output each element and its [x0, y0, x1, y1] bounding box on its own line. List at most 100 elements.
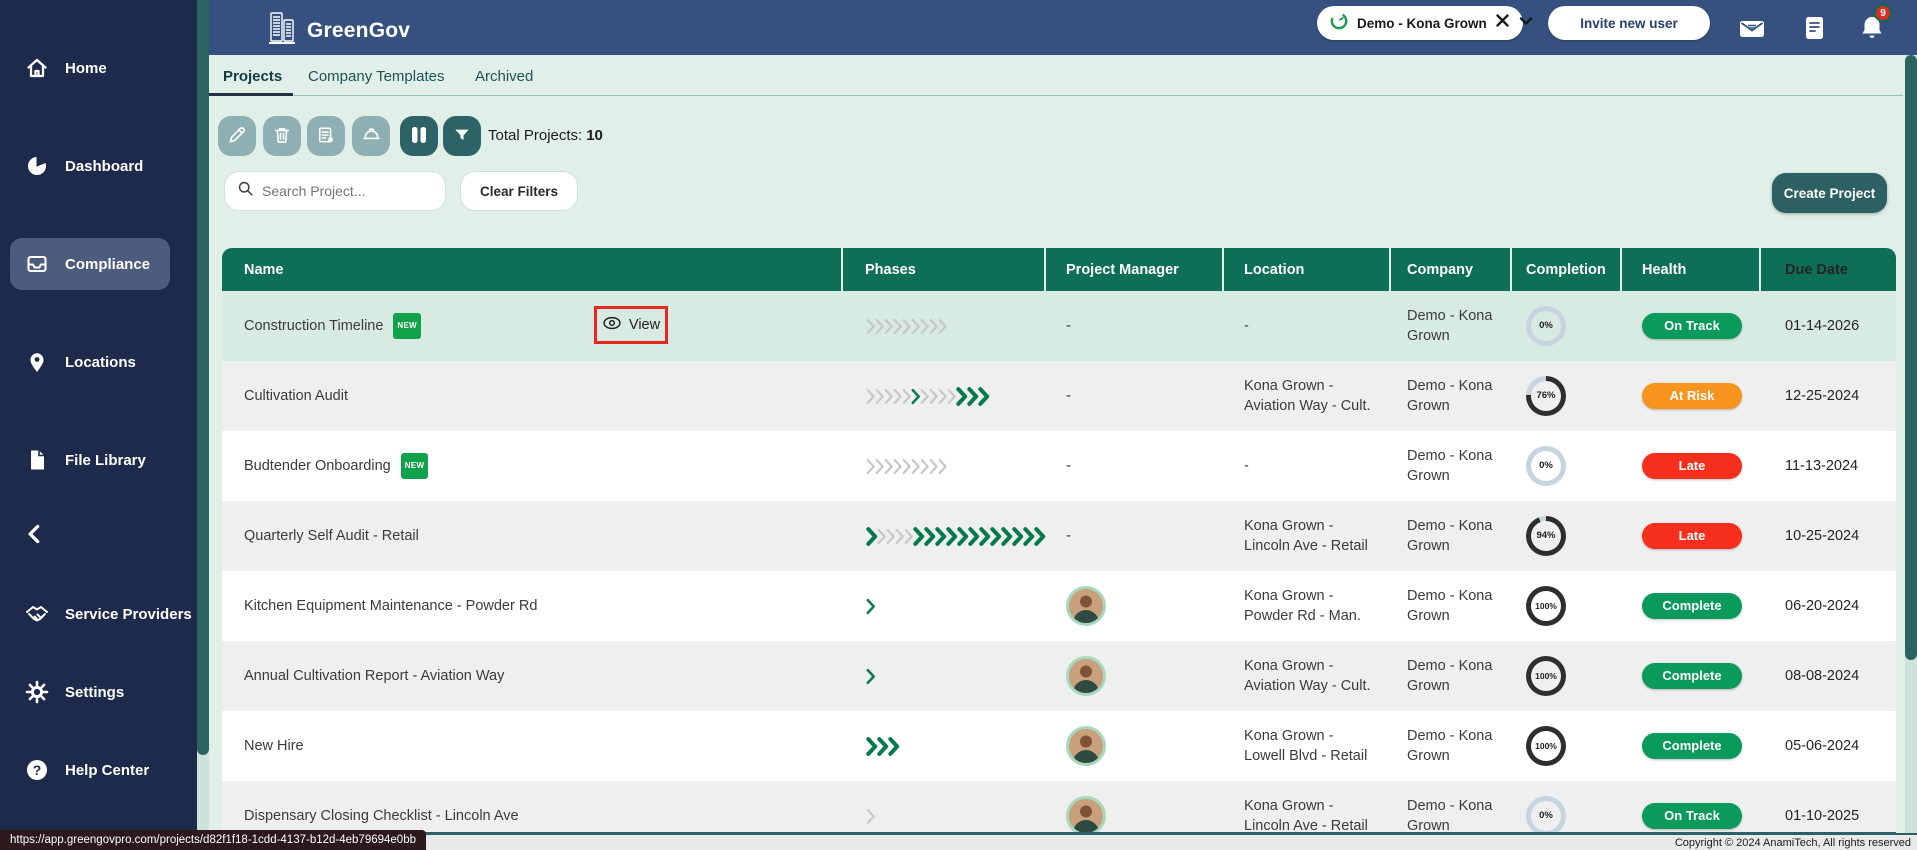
invite-new-user-button[interactable]: Invite new user: [1548, 6, 1710, 40]
location-cell: -: [1244, 318, 1249, 334]
column-header-completion: Completion: [1512, 248, 1622, 291]
notes-icon[interactable]: [1799, 13, 1829, 43]
sidebar-item-label: Home: [65, 59, 107, 77]
manager-avatar: [1066, 586, 1106, 626]
tab-projects[interactable]: Projects: [223, 68, 283, 85]
table-header-row: Name Phases Project Manager Location Company…: [222, 248, 1896, 291]
sidebar-item-label: Help Center: [65, 761, 150, 779]
chevron-down-icon[interactable]: [1518, 13, 1534, 34]
sidebar-item-label: Settings: [65, 683, 125, 701]
gear-icon: [24, 679, 50, 705]
bell-icon[interactable]: 9: [1857, 4, 1892, 43]
project-name: Kitchen Equipment Maintenance - Powder R…: [244, 598, 538, 614]
columns-button[interactable]: [400, 116, 438, 156]
sidebar-item-help-center[interactable]: ? Help Center: [0, 744, 197, 796]
health-cell: Late: [1622, 431, 1761, 501]
sidebar-item-settings[interactable]: Settings: [0, 666, 197, 718]
location-cell: Kona Grown - Aviation Way - Cult.: [1244, 658, 1371, 694]
search-icon: [237, 180, 254, 202]
table-row[interactable]: Cultivation Audit - Kona Grown - Aviation …: [222, 361, 1896, 431]
manager-cell: -: [1066, 457, 1071, 474]
column-header-project-manager: Project Manager: [1046, 248, 1224, 291]
sidebar-item-label: Dashboard: [65, 157, 144, 175]
table-row[interactable]: Annual Cultivation Report - Aviation Way…: [222, 641, 1896, 711]
table-row[interactable]: New Hire Kona Grown - Lowell Blvd - Retai…: [222, 711, 1896, 781]
manager-cell: -: [1066, 527, 1071, 544]
svg-text:?: ?: [33, 762, 42, 778]
health-badge: Complete: [1642, 663, 1742, 689]
delete-button[interactable]: [263, 116, 301, 156]
new-badge: NEW: [400, 453, 429, 479]
phases-cell: [843, 711, 1046, 781]
completion-percent: 0%: [1531, 801, 1561, 831]
right-scrollbar-thumb[interactable]: [1905, 55, 1917, 660]
phases-cell: [843, 781, 1046, 832]
completion-cell: 100%: [1512, 711, 1622, 781]
hard-hat-button[interactable]: [352, 116, 390, 156]
completion-donut: 76%: [1526, 376, 1566, 416]
sidebar-item-dashboard[interactable]: Dashboard: [0, 140, 197, 192]
right-scrollbar[interactable]: [1905, 55, 1917, 835]
sidebar-collapse-button[interactable]: [22, 521, 52, 551]
url-tooltip: https://app.greengovpro.com/projects/d82…: [0, 830, 426, 850]
left-scrollbar[interactable]: [197, 0, 209, 850]
search-input[interactable]: [262, 183, 422, 199]
health-badge: Late: [1642, 523, 1742, 549]
project-name: Dispensary Closing Checklist - Lincoln A…: [244, 808, 519, 824]
completion-cell: 94%: [1512, 501, 1622, 571]
sidebar: Home Dashboard Compliance Locations File Lib…: [0, 0, 197, 850]
location-pin-icon: [24, 349, 50, 375]
due-date-cell: 10-25-2024: [1785, 528, 1860, 544]
active-tab-underline: [209, 93, 293, 96]
location-cell: Kona Grown - Lincoln Ave - Retail: [1244, 798, 1368, 834]
left-scrollbar-thumb[interactable]: [197, 0, 209, 755]
company-selector[interactable]: Demo - Kona Grown: [1317, 6, 1532, 40]
sidebar-item-home[interactable]: Home: [0, 42, 197, 94]
completion-cell: 0%: [1512, 781, 1622, 832]
project-name: Cultivation Audit: [244, 388, 348, 404]
manager-cell: [1046, 641, 1224, 711]
buildings-icon: [265, 10, 299, 51]
project-name-cell: Kitchen Equipment Maintenance - Powder R…: [222, 571, 843, 641]
phases-cell: [843, 641, 1046, 711]
columns-icon: [410, 125, 428, 148]
completion-percent: 100%: [1531, 661, 1561, 691]
edit-button[interactable]: [218, 116, 256, 156]
home-icon: [24, 55, 50, 81]
notification-badge: 9: [1874, 4, 1892, 22]
project-name-cell: Construction Timeline NEW View: [222, 291, 843, 361]
project-name-cell: Dispensary Closing Checklist - Lincoln A…: [222, 781, 843, 832]
clear-filters-button[interactable]: Clear Filters: [460, 171, 579, 211]
due-date-cell: 11-13-2024: [1785, 458, 1859, 474]
sidebar-item-file-library[interactable]: File Library: [0, 434, 197, 486]
table-row[interactable]: Budtender Onboarding NEW - - Demo - Kona Gro…: [222, 431, 1896, 501]
create-project-button[interactable]: Create Project: [1772, 173, 1887, 213]
view-button[interactable]: View: [594, 306, 668, 344]
table-row[interactable]: Kitchen Equipment Maintenance - Powder R…: [222, 571, 1896, 641]
completion-donut: 94%: [1526, 516, 1566, 556]
manager-avatar: [1066, 656, 1106, 696]
mail-icon[interactable]: [1737, 13, 1767, 43]
tab-archived[interactable]: Archived: [475, 68, 534, 85]
sidebar-item-locations[interactable]: Locations: [0, 336, 197, 388]
due-date-cell: 06-20-2024: [1785, 598, 1860, 614]
file-icon: [24, 447, 50, 473]
sidebar-item-compliance[interactable]: Compliance: [10, 238, 170, 290]
sidebar-item-label: Service Providers: [65, 605, 192, 623]
close-icon[interactable]: [1495, 13, 1510, 33]
company-cell: Demo - Kona Grown: [1407, 728, 1493, 764]
location-cell: Kona Grown - Aviation Way - Cult.: [1244, 378, 1371, 414]
total-projects: Total Projects: 10: [488, 127, 603, 144]
company-selector-label: Demo - Kona Grown: [1357, 15, 1487, 31]
project-name-cell: Budtender Onboarding NEW: [222, 431, 843, 501]
clipboard-pin-button[interactable]: [307, 116, 345, 156]
due-date-cell: 12-25-2024: [1785, 388, 1860, 404]
manager-cell: -: [1066, 387, 1071, 404]
tab-company-templates[interactable]: Company Templates: [308, 68, 445, 85]
filter-button[interactable]: [443, 116, 481, 156]
table-row[interactable]: Dispensary Closing Checklist - Lincoln A…: [222, 781, 1896, 834]
table-row[interactable]: Construction Timeline NEW View - - Demo - Kon…: [222, 291, 1896, 361]
sidebar-item-service-providers[interactable]: Service Providers: [0, 588, 197, 640]
company-cell: Demo - Kona Grown: [1407, 448, 1493, 484]
table-row[interactable]: Quarterly Self Audit - Retail - Kona Grown…: [222, 501, 1896, 571]
